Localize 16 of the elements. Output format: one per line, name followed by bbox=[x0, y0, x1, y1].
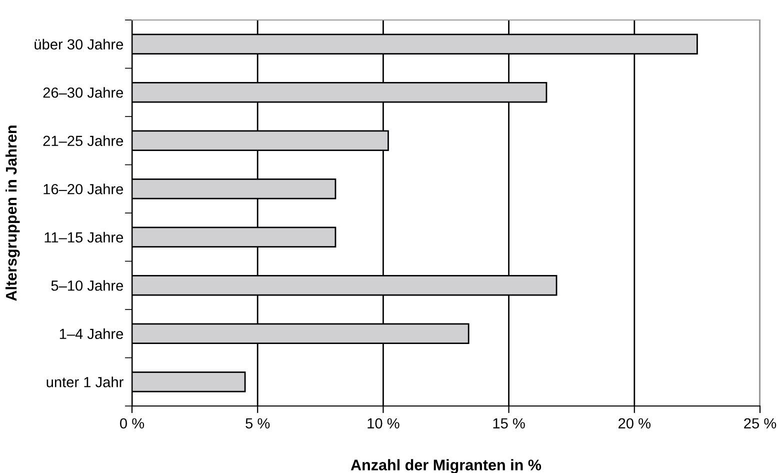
x-axis-title: Anzahl der Migranten in % bbox=[350, 459, 542, 473]
y-axis-title: Altersgruppen in Jahren bbox=[5, 126, 20, 301]
y-tick-label: 16–20 Jahre bbox=[44, 184, 124, 194]
y-tick-label: 26–30 Jahre bbox=[43, 87, 124, 98]
y-tick-label: 5–10 Jahre bbox=[51, 280, 124, 291]
x-tick-label: 15 % bbox=[493, 418, 525, 429]
y-tick-label: über 30 Jahre bbox=[34, 38, 124, 50]
y-tick-label: unter 1 Jahr bbox=[46, 376, 124, 388]
y-tick-label: 11–15 Jahre bbox=[44, 232, 124, 243]
x-tick-label: 0 % bbox=[120, 418, 144, 429]
x-tick-label: 5 % bbox=[246, 418, 270, 429]
x-tick-label: 10 % bbox=[368, 418, 400, 429]
x-tick-label: 25 % bbox=[744, 418, 776, 429]
y-tick-label: 1–4 Jahre bbox=[60, 328, 124, 340]
y-tick-label: 21–25 Jahre bbox=[43, 135, 124, 146]
x-tick-label: 20 % bbox=[618, 418, 650, 429]
